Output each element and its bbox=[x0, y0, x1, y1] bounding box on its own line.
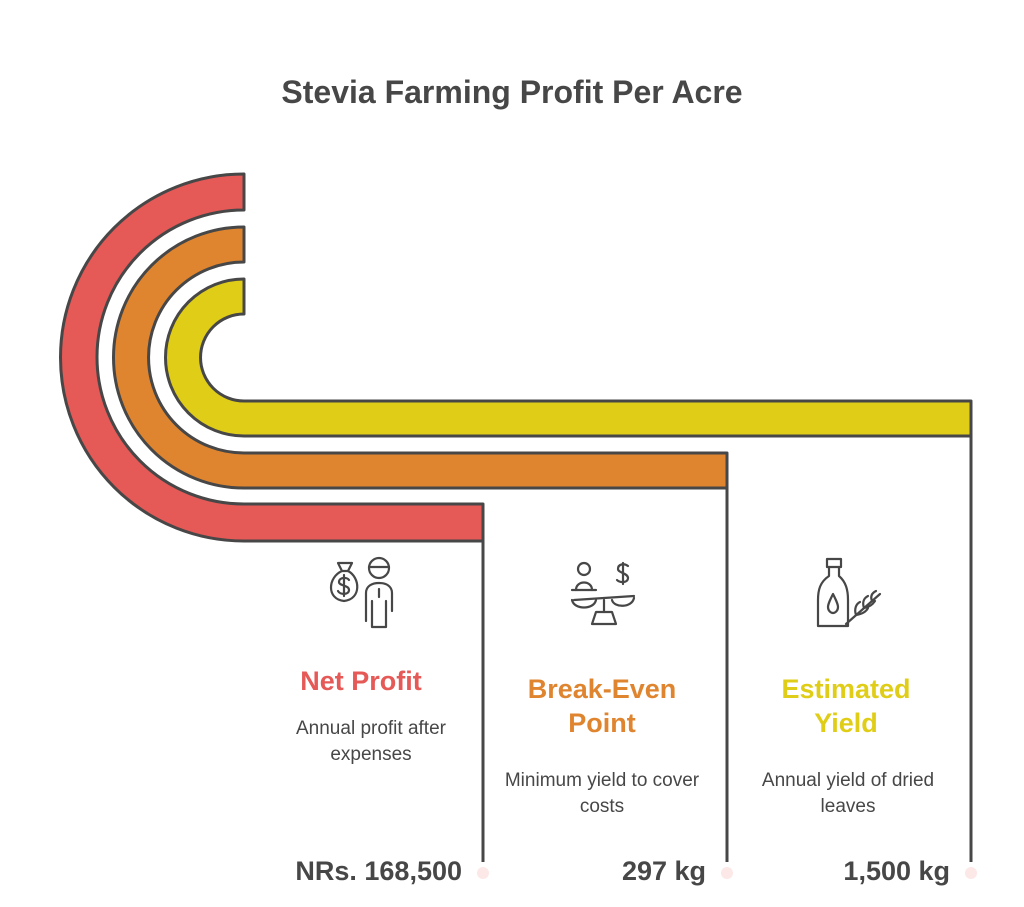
net-profit-description: Annual profit after expenses bbox=[296, 718, 446, 765]
net-profit-value: NRs. 168,500 bbox=[295, 856, 462, 886]
break-even-description: Minimum yield to cover costs bbox=[504, 770, 700, 817]
net-profit-dot bbox=[477, 867, 489, 879]
estimated-yield-heading: Estimated Yield bbox=[781, 674, 911, 738]
bottle-sprig-icon bbox=[816, 557, 882, 628]
net-profit-heading: Net Profit bbox=[300, 666, 422, 696]
break-even-heading: Break-Even Point bbox=[527, 674, 677, 738]
money-bag-person-icon bbox=[329, 556, 394, 629]
estimated-yield-value: 1,500 kg bbox=[843, 856, 950, 886]
page-title: Stevia Farming Profit Per Acre bbox=[281, 74, 743, 110]
break-even-dot bbox=[721, 867, 733, 879]
estimated-yield-dot bbox=[965, 867, 977, 879]
net-profit-band bbox=[59, 172, 485, 543]
estimated-yield-band bbox=[164, 277, 973, 438]
balance-scale-icon bbox=[570, 561, 636, 626]
break-even-band bbox=[112, 225, 729, 490]
break-even-value: 297 kg bbox=[621, 856, 706, 886]
estimated-yield-description: Annual yield of dried leaves bbox=[761, 770, 935, 817]
